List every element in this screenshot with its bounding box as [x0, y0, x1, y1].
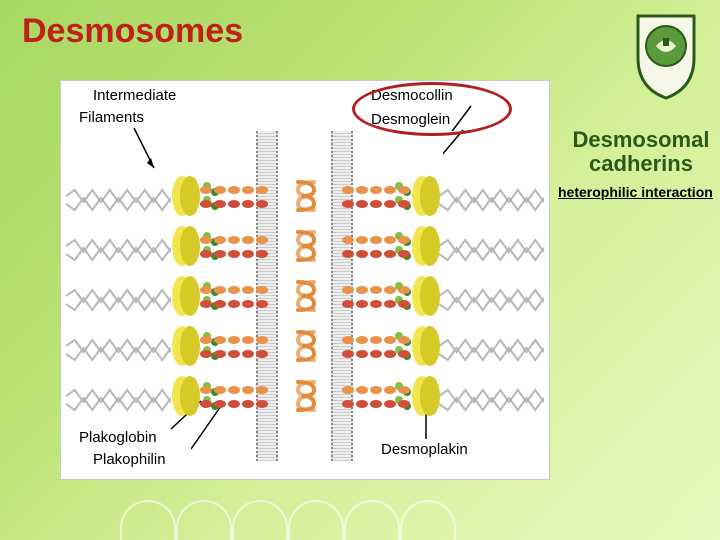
- cad-dg-r: [341, 348, 411, 360]
- if-right: [439, 276, 544, 316]
- cad-dg-l: [199, 298, 269, 310]
- plaque-left: [171, 224, 201, 268]
- beads-right: [393, 276, 413, 316]
- plaque-right: [411, 174, 441, 218]
- if-right: [439, 376, 544, 416]
- arrow-filaments: [129, 123, 159, 173]
- cadherins-text: Desmosomal cadherins: [573, 127, 710, 176]
- if-left: [66, 176, 171, 216]
- cad-dg-l: [199, 248, 269, 260]
- cad-dc-l: [199, 284, 269, 296]
- desmosome-diagram: Intermediate Filaments Desmocollin Desmo…: [60, 80, 550, 480]
- slide-root: Desmosomes Desmosomal cadherins heteroph…: [0, 0, 720, 540]
- s-link: [294, 176, 318, 216]
- cad-dg-l: [199, 198, 269, 210]
- shield-icon: [630, 10, 702, 100]
- s-link: [294, 276, 318, 316]
- plaque-right: [411, 274, 441, 318]
- protein-row: [61, 276, 549, 316]
- beads-right: [393, 326, 413, 366]
- if-right: [439, 326, 544, 366]
- interaction-label: heterophilic interaction: [558, 184, 713, 200]
- if-left: [66, 276, 171, 316]
- cad-dg-r: [341, 198, 411, 210]
- cad-dg-r: [341, 248, 411, 260]
- university-logo: [630, 10, 702, 100]
- beads-left: [201, 176, 221, 216]
- cad-dc-l: [199, 234, 269, 246]
- s-link: [294, 326, 318, 366]
- label-plakoglobin: Plakoglobin: [79, 429, 157, 446]
- plaque-right: [411, 324, 441, 368]
- protein-row: [61, 226, 549, 266]
- cad-dc-r: [341, 184, 411, 196]
- s-link: [294, 226, 318, 266]
- if-left: [66, 376, 171, 416]
- label-intermediate: Intermediate: [93, 87, 176, 104]
- plaque-right: [411, 374, 441, 418]
- label-plakophilin: Plakophilin: [93, 451, 166, 468]
- cad-dc-r: [341, 234, 411, 246]
- cad-dc-r: [341, 284, 411, 296]
- highlight-oval: [352, 82, 512, 136]
- cad-dc-l: [199, 184, 269, 196]
- protein-row: [61, 176, 549, 216]
- cad-dc-l: [199, 384, 269, 396]
- if-right: [439, 226, 544, 266]
- beads-right: [393, 376, 413, 416]
- cad-dc-r: [341, 334, 411, 346]
- plaque-left: [171, 274, 201, 318]
- s-link: [294, 376, 318, 416]
- cad-dg-l: [199, 398, 269, 410]
- cadherins-label: Desmosomal cadherins: [566, 128, 716, 176]
- plaque-right: [411, 224, 441, 268]
- cad-dg-r: [341, 298, 411, 310]
- beads-left: [201, 226, 221, 266]
- beads-left: [201, 326, 221, 366]
- if-right: [439, 176, 544, 216]
- plaque-left: [171, 374, 201, 418]
- cad-dc-l: [199, 334, 269, 346]
- cad-dg-r: [341, 398, 411, 410]
- cad-dc-r: [341, 384, 411, 396]
- if-left: [66, 226, 171, 266]
- protein-row: [61, 376, 549, 416]
- protein-row: [61, 326, 549, 366]
- slide-title: Desmosomes: [22, 12, 243, 51]
- beads-right: [393, 176, 413, 216]
- beads-right: [393, 226, 413, 266]
- plaque-left: [171, 174, 201, 218]
- footer-decoration: [120, 484, 480, 540]
- label-desmoplakin: Desmoplakin: [381, 441, 468, 458]
- if-left: [66, 326, 171, 366]
- beads-left: [201, 276, 221, 316]
- plaque-left: [171, 324, 201, 368]
- beads-left: [201, 376, 221, 416]
- cad-dg-l: [199, 348, 269, 360]
